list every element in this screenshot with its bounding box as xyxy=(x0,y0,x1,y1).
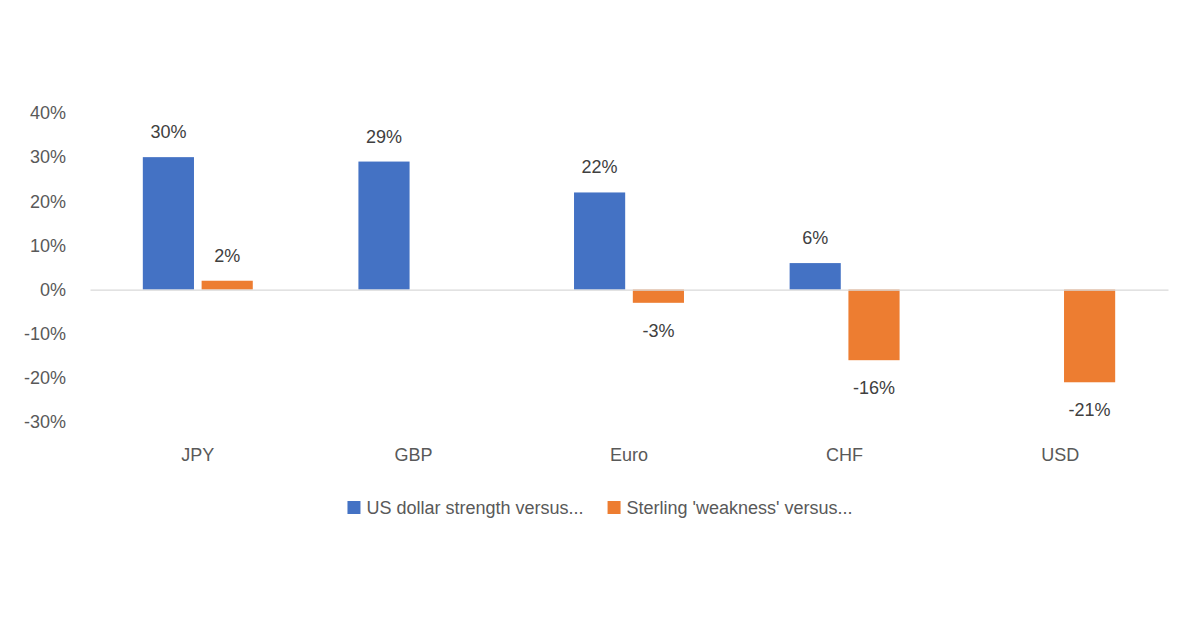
x-tick-label: USD xyxy=(1041,445,1079,465)
y-tick-label: -20% xyxy=(24,368,66,388)
bar xyxy=(574,192,625,289)
bar xyxy=(790,263,841,289)
y-tick: 40% xyxy=(30,103,90,123)
plot: -30% -20% -10% 0% 10% 20% 30% 40% JPY GBP Euro CHF U… xyxy=(24,103,1169,465)
y-tick: 0% xyxy=(40,280,90,300)
data-label: 22% xyxy=(582,157,618,177)
x-axis-line xyxy=(91,289,1169,290)
y-tick-label: 40% xyxy=(30,103,66,123)
y-tick-label: 0% xyxy=(40,280,66,300)
chart: -30% -20% -10% 0% 10% 20% 30% 40% JPY GBP Euro CHF U… xyxy=(0,0,1200,630)
bar xyxy=(202,281,253,290)
data-labels: 30% 29% 22% 6% 2% -3% -16% -21% xyxy=(150,122,1110,420)
legend-item: US dollar strength versus... xyxy=(347,498,583,518)
x-tick-label: Euro xyxy=(610,445,648,465)
x-tick-label: CHF xyxy=(826,445,863,465)
y-tick: -20% xyxy=(24,368,90,388)
legend-item: Sterling 'weakness' versus... xyxy=(608,498,853,518)
legend-label: Sterling 'weakness' versus... xyxy=(627,498,853,518)
y-tick: 30% xyxy=(30,147,90,167)
x-tick: JPY xyxy=(181,290,214,465)
y-tick-label: -30% xyxy=(24,412,66,432)
x-tick-label: GBP xyxy=(394,445,432,465)
data-label: 30% xyxy=(150,122,186,142)
data-label: -21% xyxy=(1069,400,1111,420)
legend-swatch xyxy=(608,501,621,514)
y-tick: 10% xyxy=(30,236,90,256)
y-tick: 20% xyxy=(30,192,90,212)
legend: US dollar strength versus... Sterling 'we… xyxy=(347,498,852,518)
y-tick-label: 30% xyxy=(30,147,66,167)
y-tick: -30% xyxy=(24,412,90,432)
y-tick-label: 10% xyxy=(30,236,66,256)
x-tick: USD xyxy=(1041,290,1079,465)
y-axis-line xyxy=(90,114,91,423)
x-axis: JPY GBP Euro CHF USD xyxy=(91,290,1169,465)
data-label: 2% xyxy=(214,246,240,266)
x-tick: GBP xyxy=(394,290,432,465)
bar xyxy=(358,162,409,290)
x-tick: Euro xyxy=(610,290,648,465)
bar xyxy=(848,290,899,361)
bar xyxy=(143,157,194,289)
bar xyxy=(633,290,684,303)
data-label: -16% xyxy=(853,378,895,398)
legend-swatch xyxy=(347,501,360,514)
data-label: 6% xyxy=(802,228,828,248)
y-tick-label: -10% xyxy=(24,324,66,344)
data-label: 29% xyxy=(366,127,402,147)
y-axis: -30% -20% -10% 0% 10% 20% 30% 40% xyxy=(24,103,91,432)
bars xyxy=(143,157,1115,382)
bar xyxy=(1064,290,1115,383)
x-tick-label: JPY xyxy=(181,445,214,465)
y-tick: -10% xyxy=(24,324,90,344)
x-tick: CHF xyxy=(826,290,863,465)
legend-label: US dollar strength versus... xyxy=(366,498,583,518)
data-label: -3% xyxy=(642,321,674,341)
y-tick-label: 20% xyxy=(30,192,66,212)
